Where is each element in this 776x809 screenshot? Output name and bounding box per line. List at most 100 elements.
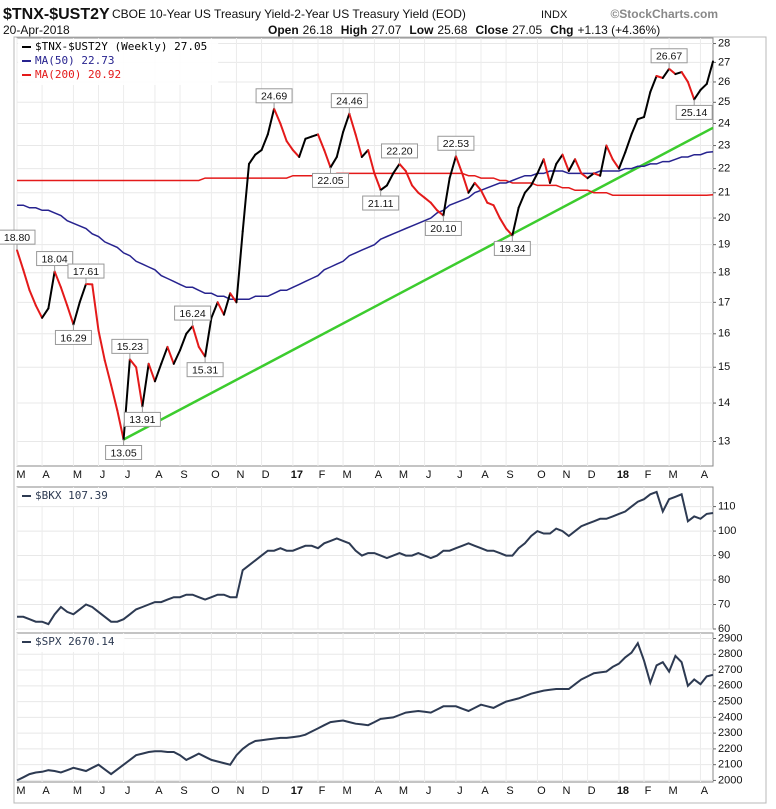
y-tick-label: 23 (718, 139, 730, 151)
x-tick-label: M (16, 785, 25, 797)
quote: Open 26.18 High 27.07 Low 25.68 Close 27.05 Chg +… (268, 23, 660, 37)
x-tick-label: M (669, 785, 678, 797)
value-label: 20.10 (430, 223, 456, 235)
legend-label: $BKX 107.39 (35, 489, 108, 502)
y-tick-label: 21 (718, 187, 730, 199)
y-tick-label: 2200 (718, 743, 742, 755)
x-tick-label: M (399, 785, 408, 797)
y-tick-label: 15 (718, 361, 730, 373)
price-segment (335, 131, 345, 158)
value-label-box (380, 143, 418, 159)
price-segment (542, 158, 551, 184)
price-segment (605, 144, 614, 161)
x-tick-label: N (563, 785, 571, 797)
price-segment (166, 345, 175, 365)
price-segment (379, 184, 388, 192)
value-label-box (424, 220, 462, 236)
price-segment (172, 349, 182, 365)
y-tick-label: 18 (718, 267, 730, 279)
value-label: 26.67 (656, 51, 682, 63)
source: ©StockCharts.com (610, 7, 718, 21)
price-segment (567, 158, 577, 172)
legend-box (18, 488, 118, 506)
y-tick-label: 14 (718, 397, 730, 409)
price-segment (53, 270, 62, 289)
value-label: 18.04 (41, 253, 67, 265)
price-segment (103, 359, 113, 386)
price-segment (385, 172, 395, 187)
x-tick-label: M (399, 469, 408, 481)
value-label: 16.24 (179, 308, 205, 320)
price-segment (555, 153, 564, 165)
value-label: 21.11 (368, 198, 394, 210)
price-segment (473, 181, 482, 192)
x-tick-label: M (669, 469, 678, 481)
exchange: INDX (541, 9, 568, 21)
price-segment (454, 155, 464, 175)
x-tick-label: D (262, 469, 270, 481)
series-line (17, 490, 714, 626)
price-segment (661, 67, 671, 79)
price-segment (617, 151, 627, 170)
x-tick-label: J (426, 469, 432, 481)
y-tick-label: 13 (718, 435, 730, 447)
price-segment (191, 325, 200, 348)
value-label: 24.69 (261, 91, 287, 103)
x-tick-label: J (426, 785, 432, 797)
y-tick-label: 25 (718, 96, 730, 108)
x-tick-label: A (481, 785, 489, 797)
quote-value: 27.07 (371, 23, 401, 37)
price-segment (548, 162, 558, 184)
price-segment (28, 289, 37, 307)
price-segment (530, 172, 539, 187)
value-label-box (312, 172, 350, 188)
y-tick-label: 70 (718, 598, 730, 610)
x-tick-label: N (236, 469, 244, 481)
y-tick-label: 2600 (718, 680, 742, 692)
price-segment (310, 133, 319, 138)
price-segment (392, 162, 401, 175)
value-label: 22.53 (443, 138, 469, 150)
x-tick-label: 18 (617, 469, 629, 481)
price-segment (467, 181, 476, 194)
price-segment (323, 149, 332, 169)
y-tick-label: 22 (718, 163, 730, 175)
y-tick-label: 2900 (718, 632, 742, 644)
price-segment (592, 172, 602, 177)
price-segment (668, 67, 677, 76)
price-segment (329, 155, 338, 169)
y-tick-label: 16 (718, 328, 730, 340)
value-label-box (650, 48, 688, 64)
x-tick-label: O (537, 785, 546, 797)
series-line (17, 172, 714, 196)
price-segment (693, 89, 702, 101)
price-segment (699, 82, 708, 92)
price-segment (285, 140, 294, 152)
price-segment (480, 189, 489, 204)
value-label-box (67, 263, 105, 279)
price-segment (429, 201, 439, 212)
x-tick-label: M (73, 469, 82, 481)
quote-value: 27.05 (512, 23, 542, 37)
trendline (123, 126, 714, 441)
price-segment (254, 149, 263, 156)
price-segment (241, 162, 250, 233)
x-tick-label: J (125, 785, 131, 797)
price-segment (66, 304, 75, 326)
chart-title: $TNX-$UST2Y (3, 6, 110, 23)
x-tick-label: A (701, 469, 709, 481)
y-tick-label: 110 (718, 500, 736, 512)
price-segment (260, 133, 269, 152)
price-segment (304, 135, 313, 140)
quote-value: +1.13 (+4.36%) (577, 23, 660, 37)
price-segment (360, 149, 370, 158)
plot-area (16, 632, 714, 783)
price-segment (599, 144, 608, 177)
price-segment (210, 301, 219, 319)
price-segment (536, 158, 545, 175)
legend-box (18, 39, 219, 85)
price-segment (91, 283, 100, 332)
x-tick-label: N (236, 785, 244, 797)
price-segment (235, 230, 244, 304)
price-segment (216, 301, 225, 316)
